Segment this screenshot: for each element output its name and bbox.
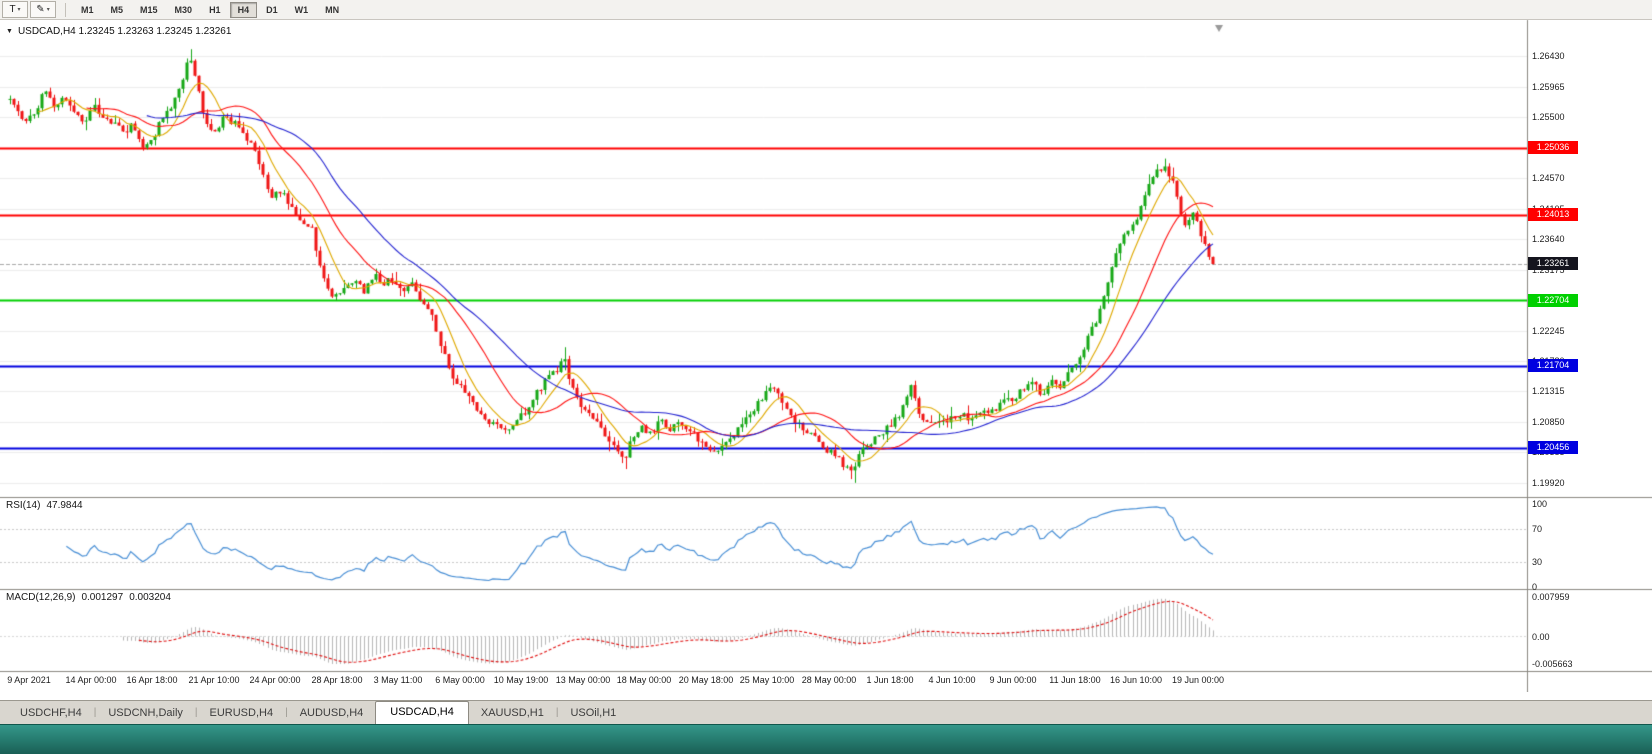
chevron-down-icon: ▾ [17,6,21,13]
tab-separator: | [285,707,288,718]
time-axis-label: 16 Jun 10:00 [1109,675,1163,685]
price-axis-tick: 1.23175 [1532,265,1565,275]
chevron-down-icon: ▾ [46,6,50,13]
rsi-label: RSI(14) 47.9844 [6,500,83,511]
price-axis-tick: 1.26430 [1532,51,1565,61]
hline-price-tag[interactable]: 1.21704 [1528,359,1578,372]
chart-tabs-bar: USDCHF,H4 | USDCNH,Daily | EURUSD,H4 | AUDUSD,… [0,700,1652,724]
current-price-tag: 1.23261 [1528,257,1578,270]
time-axis-label: 3 May 11:00 [373,675,423,685]
time-axis-label: 24 Apr 00:00 [249,675,301,685]
time-axis-label: 18 May 00:00 [616,675,672,685]
price-axis-tick: 1.21315 [1532,386,1565,396]
time-axis-label: 20 May 18:00 [678,675,734,685]
macd-name: MACD(12,26,9) [6,592,76,603]
hline-price-tag[interactable]: 1.20456 [1528,441,1578,454]
price-axis-tick: 1.22245 [1532,326,1565,336]
price-axis-tick: 1.24570 [1532,173,1565,183]
time-axis-label: 11 Jun 18:00 [1049,675,1101,685]
price-axis[interactable]: 1.264301.259651.255001.250351.245701.241… [1527,20,1652,692]
timeframe-button-mn[interactable]: MN [317,2,347,18]
timeframe-button-m15[interactable]: M15 [132,2,166,18]
time-axis-label: 25 May 10:00 [739,675,795,685]
timeframe-button-m5[interactable]: M5 [103,2,132,18]
window-bottom-strip [0,724,1652,754]
time-axis-label: 1 Jun 18:00 [866,675,914,685]
indicator-axis-tick: 70 [1532,524,1543,534]
hline-price-tag[interactable]: 1.25036 [1528,141,1578,154]
indicator-axis-tick: 0.007959 [1532,592,1570,602]
chart-tab-xauusd-h1[interactable]: XAUUSD,H1 [480,707,544,719]
chart-tab-audusd-h4[interactable]: AUDUSD,H4 [299,707,364,719]
time-axis[interactable]: 9 Apr 2021 14 Apr 00:00 16 Apr 18:00 21 Apr… [0,671,1527,692]
timeframe-toolbar: M1 M5 M15 M30 H1 H4 D1 W1 MN [73,1,348,18]
indicator-axis-tick: 30 [1532,557,1543,567]
time-axis-label: 4 Jun 10:00 [928,675,976,685]
time-axis-label: 28 May 00:00 [801,675,857,685]
time-axis-label: 19 Jun 00:00 [1171,675,1225,685]
time-axis-label: 21 Apr 10:00 [188,675,240,685]
hline-price-tag[interactable]: 1.22704 [1528,294,1578,307]
chart-tab-usdcad-h4[interactable]: USDCAD,H4 [375,701,469,724]
price-chart-canvas[interactable] [0,0,1652,692]
chart-tab-usdcnh-daily[interactable]: USDCNH,Daily [108,707,183,719]
price-axis-tick: 1.23640 [1532,234,1565,244]
chart-title-text: USDCAD,H4 1.23245 1.23263 1.23245 1.2326… [17,26,232,37]
macd-signal-value: 0.003204 [129,592,171,603]
timeframe-button-w1[interactable]: W1 [287,2,317,18]
hline-price-tag[interactable]: 1.24013 [1528,208,1578,221]
time-axis-label: 10 May 19:00 [493,675,549,685]
timeframe-button-m1[interactable]: M1 [73,2,102,18]
collapse-arrow-icon: ▼ [6,28,13,35]
timeframe-button-m30[interactable]: M30 [167,2,201,18]
pencil-icon: ✎ [36,4,45,15]
top-toolbar: T ▾ ✎ ▾ M1 M5 M15 M30 H1 H4 D1 W1 MN [0,0,1652,20]
price-axis-tick: 1.25965 [1532,82,1565,92]
time-axis-label: 14 Apr 00:00 [65,675,117,685]
macd-main-value: 0.001297 [81,592,124,603]
chart-title: ▼ USDCAD,H4 1.23245 1.23263 1.23245 1.23… [6,26,231,37]
indicator-axis-tick: 0 [1532,582,1538,592]
macd-label: MACD(12,26,9) 0.001297 0.003204 [6,592,171,603]
chart-tab-usdchf-h4[interactable]: USDCHF,H4 [20,707,82,719]
draw-tool-button[interactable]: ✎ ▾ [30,1,56,18]
timeframe-button-h4[interactable]: H4 [229,1,258,18]
price-axis-tick: 1.25500 [1532,112,1565,122]
indicator-axis-tick: 100 [1532,499,1548,509]
text-tool-button[interactable]: T ▾ [2,1,28,18]
indicator-axis-tick: -0.005663 [1532,659,1573,669]
toolbar-separator [65,2,66,17]
chart-tab-usoil-h1[interactable]: USOil,H1 [570,707,617,719]
tab-separator: | [194,707,198,718]
rsi-name: RSI(14) [6,500,41,511]
time-axis-label: 28 Apr 18:00 [311,675,363,685]
time-axis-label: 13 May 00:00 [555,675,611,685]
price-axis-tick: 1.19920 [1532,478,1565,488]
chart-tab-eurusd-h4[interactable]: EURUSD,H4 [209,707,274,719]
tab-separator: | [93,707,97,718]
price-axis-tick: 1.20850 [1532,417,1565,427]
time-axis-label: 9 Jun 00:00 [989,675,1037,685]
time-axis-label: 6 May 00:00 [435,675,485,685]
timeframe-button-h1[interactable]: H1 [201,2,229,18]
timeframe-button-d1[interactable]: D1 [258,2,286,18]
time-axis-label: 9 Apr 2021 [7,675,51,685]
tab-separator: | [555,707,559,718]
text-tool-icon: T [9,4,16,15]
time-axis-label: 16 Apr 18:00 [126,675,178,685]
indicator-axis-tick: 0.00 [1532,632,1550,642]
rsi-value: 47.9844 [46,500,83,511]
